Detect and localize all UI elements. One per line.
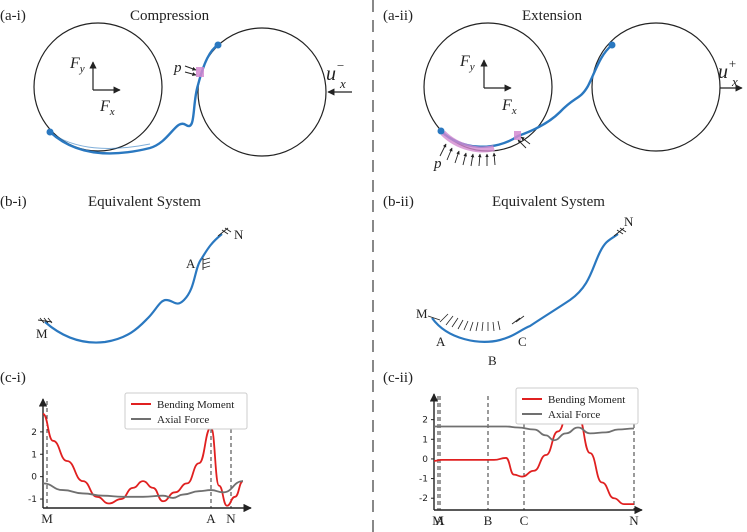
elastic-rod <box>431 233 619 343</box>
fixed-support-A <box>202 257 211 270</box>
series-line <box>42 480 244 499</box>
distributed-support <box>439 313 525 332</box>
y-tick-label: 2 <box>422 416 428 426</box>
point-label-A: A <box>186 256 196 271</box>
contact-region <box>514 131 521 140</box>
series-line <box>433 404 635 506</box>
y-tick-label: -1 <box>28 495 37 505</box>
fy-label: Fy <box>459 53 475 73</box>
distributed-force-arrows <box>439 136 531 167</box>
point-label-C: C <box>518 334 527 349</box>
right-cylinder <box>591 22 721 152</box>
rod-end-point <box>437 127 445 135</box>
y-tick-label: -2 <box>419 494 428 504</box>
point-label-B: B <box>488 353 497 368</box>
legend-label: Axial Force <box>548 409 600 421</box>
point-label-N: N <box>234 227 244 242</box>
series-line <box>42 413 244 507</box>
point-label-M: M <box>36 326 48 341</box>
x-tick-label: A <box>435 513 445 528</box>
fixed-support-M <box>427 315 441 321</box>
point-label-A: A <box>436 334 446 349</box>
x-tick-label: A <box>206 511 216 526</box>
x-tick-label: C <box>520 513 529 528</box>
displacement-label: u+ <box>718 56 737 83</box>
rod-end-point <box>608 41 616 49</box>
force-label: p <box>433 156 442 172</box>
legend-box <box>124 392 248 430</box>
elastic-rod <box>44 233 223 344</box>
panel-a-i: (a-i) Compression p Fy Fx u− x <box>0 8 352 157</box>
legend-label: Bending Moment <box>548 394 625 406</box>
y-tick-label: 1 <box>31 450 37 460</box>
y-tick-label: -1 <box>419 475 428 485</box>
force-label: p <box>173 60 182 76</box>
y-tick-label: 0 <box>31 473 37 483</box>
panel-label: (b-ii) <box>383 194 414 210</box>
series-line <box>434 425 635 442</box>
chart-c-ii: 2 1 0 -1 -2 MA B C N Bending Moment Axial Force <box>419 387 643 528</box>
x-tick-label: M <box>41 511 53 526</box>
fixed-support-N <box>613 227 627 237</box>
panel-c-i: (c-i) 2 1 0 -1 M A N Bending Moment Axial Force <box>0 370 252 526</box>
legend-label: Bending Moment <box>157 399 234 411</box>
y-tick-label: 2 <box>31 428 37 438</box>
rod-end-point <box>214 41 222 49</box>
panel-title: Extension <box>522 8 582 24</box>
displacement-sub: x <box>339 76 346 91</box>
panel-label: (c-ii) <box>383 370 413 386</box>
panel-label: (b-i) <box>0 194 27 210</box>
y-tick-label: 0 <box>422 455 428 465</box>
chart-c-i: 2 1 0 -1 M A N Bending Moment Axial Force <box>28 392 252 526</box>
displacement-label: u− <box>326 58 345 85</box>
fixed-support-M <box>37 317 53 324</box>
panel-title: Equivalent System <box>88 194 201 210</box>
displacement-sub: x <box>731 74 738 89</box>
panel-c-ii: (c-ii) 2 1 0 -1 -2 MA B C N Bending Moment Axial F… <box>383 370 643 528</box>
fx-label: Fx <box>501 97 517 117</box>
legend-box <box>515 387 639 425</box>
panel-title: Equivalent System <box>492 194 605 210</box>
x-tick-label: M <box>432 513 444 528</box>
point-label-N: N <box>624 214 634 229</box>
x-tick-label: N <box>629 513 639 528</box>
x-tick-label: N <box>226 511 236 526</box>
right-cylinder <box>197 27 327 157</box>
point-label-M: M <box>416 306 428 321</box>
panel-b-i: (b-i) Equivalent System M A N <box>0 194 244 344</box>
contact-force-arrow <box>184 71 197 76</box>
legend-label: Axial Force <box>157 414 209 426</box>
fx-label: Fx <box>99 98 115 118</box>
panel-title: Compression <box>130 8 210 24</box>
panel-label: (c-i) <box>0 370 26 386</box>
contact-force-arrow <box>184 65 197 71</box>
panel-label: (a-i) <box>0 8 26 24</box>
left-cylinder <box>33 22 163 152</box>
fixed-support-N <box>217 227 232 237</box>
y-tick-label: 1 <box>422 435 428 445</box>
contact-region <box>440 130 495 153</box>
panel-a-ii: (a-ii) Extension p Fy Fx u+ x <box>383 8 743 172</box>
x-tick-label: B <box>484 513 493 528</box>
panel-label: (a-ii) <box>383 8 413 24</box>
rod-end-point <box>46 128 54 136</box>
contact-region <box>196 67 204 77</box>
elastic-rod-shadow <box>49 131 151 149</box>
fy-label: Fy <box>69 55 85 75</box>
panel-b-ii: (b-ii) Equivalent System M A B C N <box>383 194 634 368</box>
